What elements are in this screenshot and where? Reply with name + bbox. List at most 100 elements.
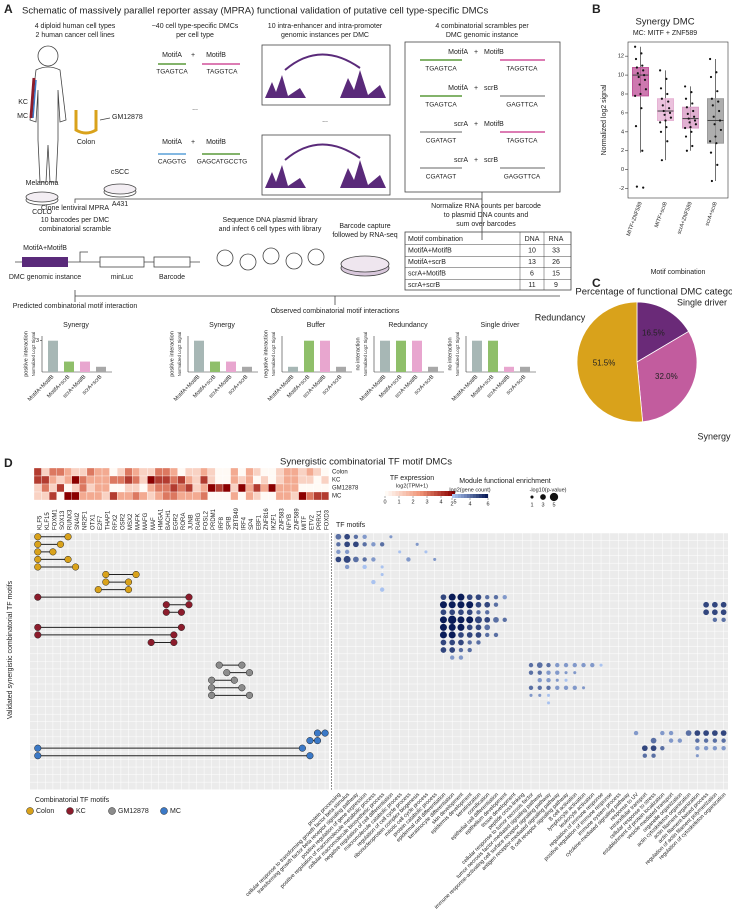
enrichment-dot (344, 541, 350, 548)
enrichment-dot (572, 685, 577, 690)
ellipsis: ... (192, 105, 198, 112)
enrichment-dot (344, 549, 350, 555)
enrichment-dot (712, 745, 718, 751)
data-point (669, 116, 673, 119)
enrichment-dot (336, 542, 341, 547)
heatmap-cell (298, 491, 307, 501)
tf-label: MAF (151, 517, 157, 530)
heatmap-cell (222, 475, 231, 485)
heatmap-cell (154, 491, 163, 501)
heatmap-cell (253, 483, 261, 493)
heatmap-cell (215, 475, 224, 485)
heatmap-cell (222, 467, 231, 477)
enrichment-dot (371, 542, 376, 547)
step-text: followed by RNA-seq (332, 232, 397, 239)
tf-dot (245, 691, 254, 699)
slice-label: Redundancy (535, 312, 586, 322)
legend-tick: 5 (552, 502, 555, 508)
enrichment-dot (475, 632, 482, 638)
heatmap-cell (306, 467, 314, 477)
heatmap-cell (215, 467, 224, 477)
tf-dot (215, 661, 223, 669)
heatmap-cell (207, 491, 216, 501)
heatmap-cell (298, 483, 307, 493)
tf-dot (64, 533, 72, 541)
cell-line-label: COLO (32, 209, 52, 216)
chart-title: Synergy (63, 322, 89, 329)
axis-label: TF motifs (336, 522, 366, 529)
tf-label: IRF4 (241, 516, 247, 530)
enrichment-dot (371, 579, 376, 585)
enrichment-dot (668, 730, 674, 736)
sequence: TGAGTCA (425, 66, 457, 73)
enrichment-dot (563, 685, 569, 690)
enrichment-dot (703, 745, 709, 751)
data-point (718, 119, 722, 122)
data-point (689, 125, 692, 129)
heatmap-cell (306, 475, 314, 485)
row-label: KC (332, 478, 341, 484)
enrichment-dot (642, 753, 648, 758)
slice-label: Synergy (697, 431, 731, 441)
heatmap-cell (56, 483, 65, 493)
panel-label: A (4, 2, 13, 16)
table-header: Motif combination (408, 236, 463, 243)
data-point (691, 102, 694, 105)
tf-dot (170, 631, 178, 639)
legend-tick: 4 (468, 501, 471, 507)
enrichment-dot (476, 610, 481, 615)
enrichment-dot (484, 601, 491, 608)
enrichment-dot (537, 670, 542, 675)
heatmap-cell (124, 483, 133, 493)
enrichment-dot (415, 542, 419, 546)
heatmap-cell (41, 483, 50, 493)
enrichment-dot (406, 557, 411, 562)
construct-label: DMC genomic instance (9, 274, 81, 281)
table-cell: 9 (554, 282, 558, 289)
enrichment-dot (353, 534, 359, 539)
enrichment-dot (475, 624, 482, 631)
heatmap-cell (253, 467, 261, 477)
panel-label: B (592, 2, 601, 16)
data-point (659, 130, 663, 133)
enrichment-dot (502, 617, 507, 623)
tf-dot (72, 563, 80, 571)
heatmap-cell (306, 483, 314, 493)
legend-gradient (395, 491, 400, 496)
heatmap-cell (56, 491, 65, 501)
enrichment-dot (660, 730, 665, 736)
heatmap-cell (33, 491, 42, 501)
plus: + (474, 157, 478, 164)
enrichment-dot (467, 640, 472, 645)
heatmap-cell (290, 491, 299, 501)
legend-tick: 4 (439, 499, 442, 505)
enrichment-dot (457, 601, 465, 609)
heatmap-cell (109, 475, 118, 485)
tf-label: PRRX1 (317, 509, 323, 530)
data-point (684, 135, 688, 138)
data-point (714, 135, 717, 138)
enrichment-dot (712, 601, 718, 608)
y-axis-label: no interaction (355, 337, 361, 370)
enrichment-dot (440, 647, 447, 653)
data-point (643, 73, 646, 77)
y-axis-label: Normalized Log2 Signal (271, 332, 276, 377)
tf-dot (34, 555, 42, 563)
enrichment-dot (650, 737, 657, 744)
heatmap-cell (321, 475, 329, 485)
tf-dot (185, 601, 193, 609)
motif-name: MotifB (206, 139, 226, 146)
heatmap-cell (290, 467, 299, 477)
heatmap-cell (109, 467, 118, 477)
motif-name: MotifA (162, 139, 182, 146)
enrichment-dot (380, 565, 384, 569)
enrichment-dot (564, 671, 568, 675)
enrichment-dot (668, 738, 674, 743)
legend-tick: 0 (383, 499, 386, 505)
data-point (688, 121, 691, 124)
enrichment-dot (458, 639, 464, 646)
enrichment-dot (458, 609, 464, 616)
heatmap-cell (268, 475, 277, 485)
legend-gradient (482, 494, 486, 498)
plus: + (474, 85, 478, 92)
